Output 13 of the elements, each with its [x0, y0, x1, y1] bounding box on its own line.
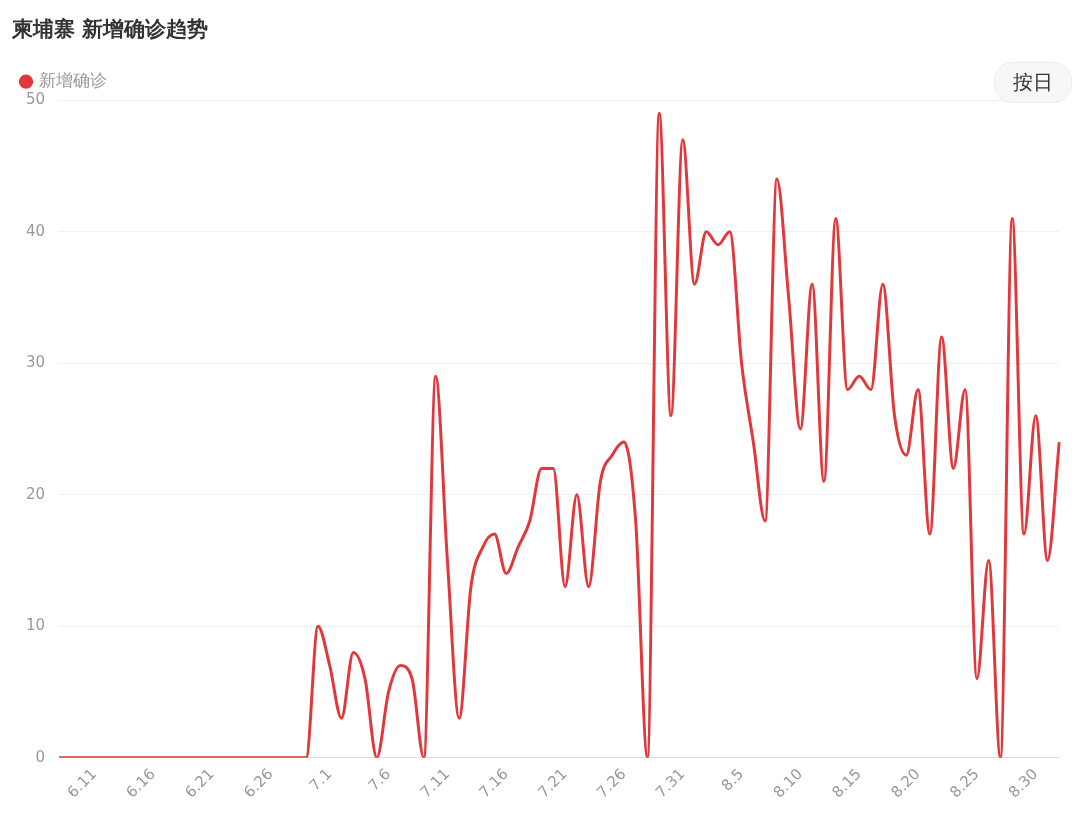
chart-title: 柬埔寨 新增确诊趋势 [11, 17, 209, 42]
x-tick-label: 7.1 [305, 764, 336, 795]
toggle-button: 按日 [994, 62, 1072, 103]
y-tick-label: 20 [25, 484, 46, 503]
y-tick-label: 10 [25, 616, 46, 635]
line-series [57, 111, 1061, 758]
y-tick-label: 50 [25, 90, 46, 109]
y-tick-label: 30 [25, 353, 46, 372]
legend-label: 新增确诊 [38, 70, 107, 91]
y-tick-label: 40 [25, 221, 46, 240]
y-tick-label: 0 [35, 747, 46, 766]
x-tick-label: 8.5 [717, 764, 748, 795]
x-tick-label: 7.6 [364, 764, 395, 795]
